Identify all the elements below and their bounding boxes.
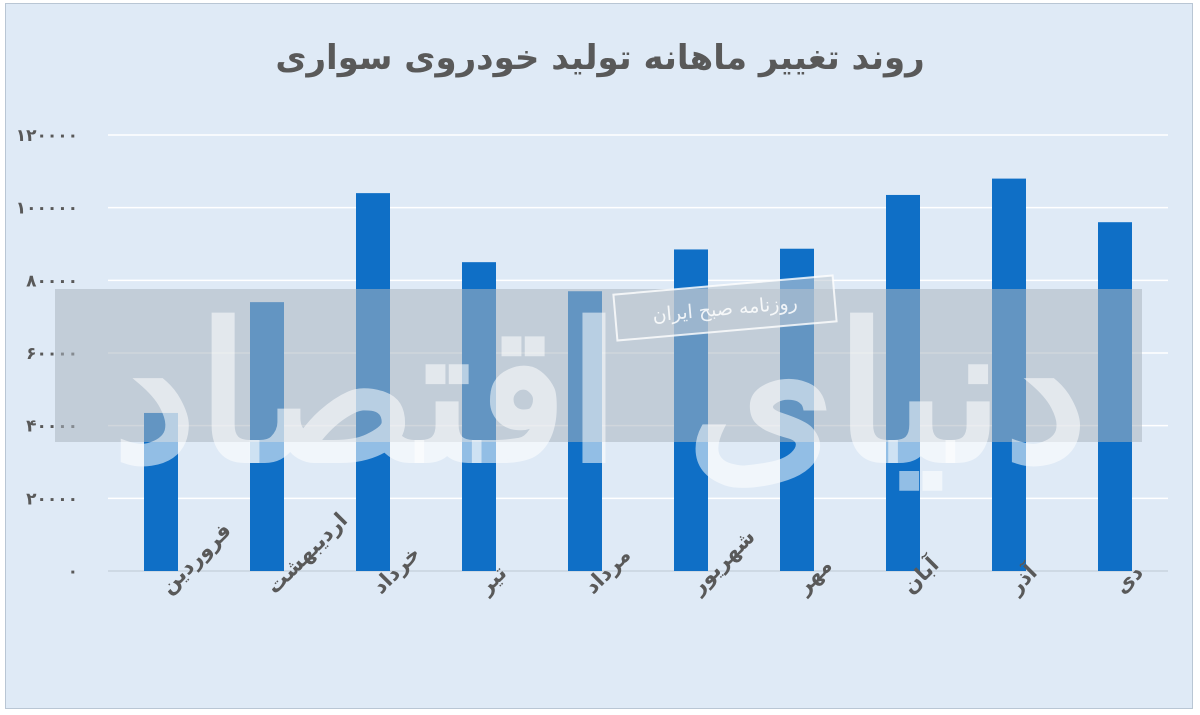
- publisher-box: [612, 274, 838, 342]
- y-tick-label: ۸۰۰۰۰: [26, 271, 78, 291]
- chart-title: روند تغییر ماهانه تولید خودروی سواری: [275, 38, 925, 78]
- watermark-band: [55, 289, 1142, 442]
- y-tick-label: ۰: [68, 562, 78, 582]
- watermark-logo: دنیای اقتصاد: [112, 282, 1088, 505]
- watermark: دنیای اقتصاد روزنامه صبح ایران: [55, 274, 1142, 505]
- y-tick-label: ۲۰۰۰۰: [26, 489, 78, 509]
- y-tick-label: ۱۰۰۰۰۰: [16, 199, 78, 219]
- y-tick-label: ۱۲۰۰۰۰: [16, 126, 78, 146]
